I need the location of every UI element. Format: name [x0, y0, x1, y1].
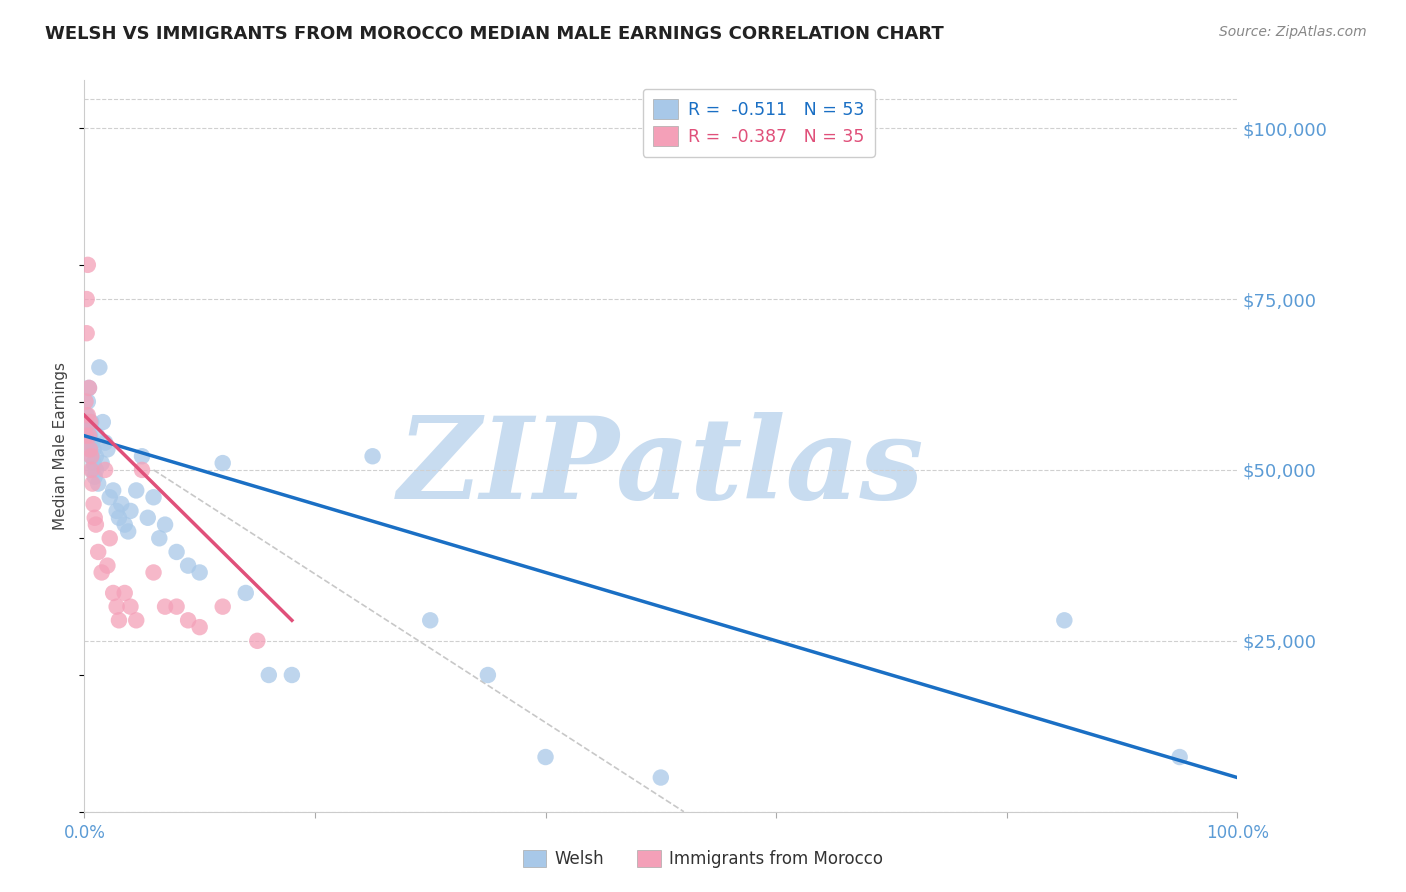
Point — [105, 599, 128, 614]
Point — [211, 456, 233, 470]
Point — [166, 599, 188, 614]
Point — [105, 504, 128, 518]
Point — [75, 429, 97, 443]
Point — [166, 545, 188, 559]
Point — [142, 566, 165, 580]
Point — [131, 463, 153, 477]
Point — [96, 558, 118, 573]
Point — [83, 497, 105, 511]
Point — [103, 483, 124, 498]
Point — [188, 620, 211, 634]
Point — [77, 381, 100, 395]
Text: WELSH VS IMMIGRANTS FROM MOROCCO MEDIAN MALE EARNINGS CORRELATION CHART: WELSH VS IMMIGRANTS FROM MOROCCO MEDIAN … — [45, 25, 943, 43]
Point — [80, 463, 103, 477]
Point — [136, 510, 159, 524]
Point — [211, 599, 233, 614]
Point — [86, 429, 108, 443]
Point — [82, 435, 104, 450]
Point — [84, 517, 107, 532]
Point — [281, 668, 304, 682]
Point — [82, 476, 104, 491]
Point — [83, 469, 105, 483]
Point — [75, 394, 97, 409]
Point — [83, 510, 105, 524]
Point — [75, 429, 97, 443]
Point — [650, 771, 672, 785]
Point — [246, 633, 269, 648]
Point — [177, 558, 200, 573]
Point — [153, 599, 176, 614]
Point — [98, 490, 121, 504]
Point — [534, 750, 557, 764]
Point — [91, 415, 114, 429]
Point — [79, 442, 101, 457]
Point — [76, 409, 98, 423]
Point — [90, 456, 112, 470]
Point — [83, 442, 105, 457]
Point — [90, 566, 112, 580]
Point — [84, 449, 107, 463]
Point — [235, 586, 257, 600]
Point — [110, 497, 132, 511]
Point — [84, 463, 107, 477]
Point — [80, 449, 103, 463]
Point — [361, 449, 384, 463]
Point — [89, 360, 111, 375]
Point — [79, 415, 101, 429]
Point — [114, 586, 136, 600]
Point — [257, 668, 280, 682]
Point — [477, 668, 499, 682]
Point — [82, 463, 104, 477]
Point — [76, 292, 98, 306]
Point — [76, 409, 98, 423]
Point — [114, 517, 136, 532]
Text: Source: ZipAtlas.com: Source: ZipAtlas.com — [1219, 25, 1367, 39]
Point — [148, 531, 170, 545]
Legend: Welsh, Immigrants from Morocco: Welsh, Immigrants from Morocco — [516, 843, 890, 875]
Point — [94, 463, 117, 477]
Point — [108, 510, 131, 524]
Point — [108, 613, 131, 627]
Point — [142, 490, 165, 504]
Point — [77, 381, 100, 395]
Point — [125, 483, 148, 498]
Point — [117, 524, 139, 539]
Point — [120, 599, 142, 614]
Point — [76, 422, 98, 436]
Point — [76, 326, 98, 341]
Point — [125, 613, 148, 627]
Point — [87, 476, 110, 491]
Point — [103, 586, 124, 600]
Legend: R =  -0.511   N = 53, R =  -0.387   N = 35: R = -0.511 N = 53, R = -0.387 N = 35 — [643, 89, 875, 157]
Point — [98, 531, 121, 545]
Point — [131, 449, 153, 463]
Point — [79, 442, 101, 457]
Point — [1053, 613, 1076, 627]
Point — [77, 429, 100, 443]
Point — [177, 613, 200, 627]
Point — [79, 429, 101, 443]
Point — [76, 415, 98, 429]
Point — [419, 613, 441, 627]
Point — [188, 566, 211, 580]
Point — [94, 435, 117, 450]
Point — [87, 545, 110, 559]
Point — [76, 394, 98, 409]
Point — [83, 456, 105, 470]
Point — [80, 449, 103, 463]
Point — [1168, 750, 1191, 764]
Point — [80, 415, 103, 429]
Point — [153, 517, 176, 532]
Point — [96, 442, 118, 457]
Point — [76, 258, 98, 272]
Point — [120, 504, 142, 518]
Y-axis label: Median Male Earnings: Median Male Earnings — [53, 362, 69, 530]
Text: ZIPatlas: ZIPatlas — [398, 412, 924, 524]
Point — [77, 435, 100, 450]
